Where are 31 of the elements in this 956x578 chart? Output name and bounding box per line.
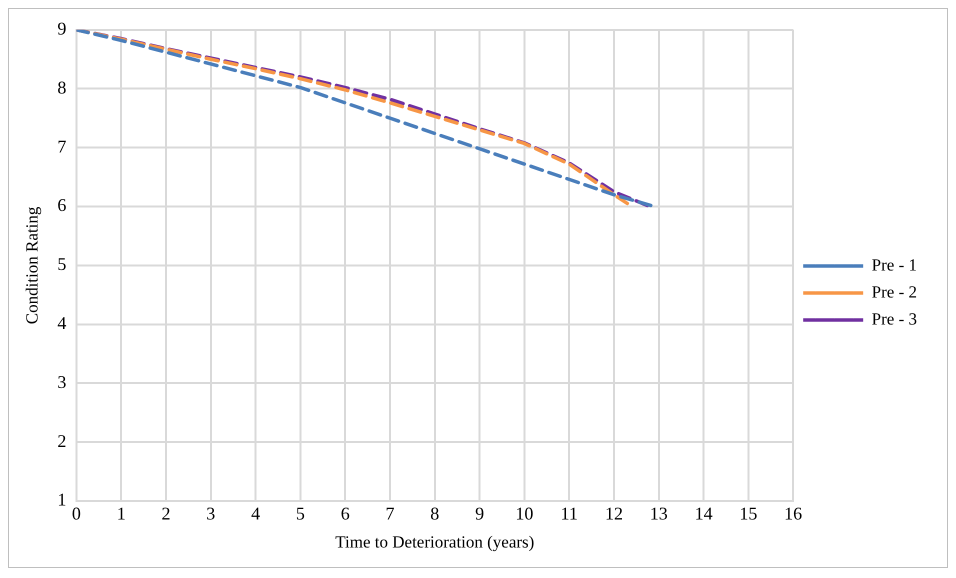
x-tick-label: 3 — [206, 504, 216, 524]
x-tick-label: 4 — [251, 504, 260, 524]
x-tick-label: 11 — [560, 504, 578, 524]
y-tick-label: 2 — [57, 430, 66, 451]
x-tick-label: 0 — [72, 504, 81, 524]
x-tick-label: 8 — [430, 504, 440, 524]
x-tick-label: 2 — [161, 504, 170, 524]
x-tick-label: 7 — [385, 504, 394, 524]
x-tick-label: 15 — [739, 504, 758, 524]
y-tick-label: 1 — [57, 490, 66, 510]
x-tick-label: 5 — [296, 504, 305, 524]
legend-label: Pre - 1 — [872, 255, 918, 274]
x-tick-label: 9 — [475, 504, 484, 524]
legend-label: Pre - 3 — [872, 309, 918, 328]
y-tick-label: 7 — [57, 136, 66, 156]
x-tick-label: 1 — [116, 504, 126, 524]
x-tick-label: 10 — [515, 504, 534, 524]
y-tick-label: 5 — [57, 254, 66, 274]
y-tick-label: 8 — [57, 77, 66, 98]
x-tick-label: 6 — [340, 504, 350, 524]
legend-label: Pre - 2 — [872, 282, 918, 302]
x-tick-label: 14 — [694, 504, 713, 524]
y-tick-label: 4 — [57, 313, 66, 334]
y-axis-title: Condition Rating — [22, 206, 42, 324]
x-axis-title: Time to Deterioration (years) — [335, 532, 534, 552]
x-tick-label: 12 — [604, 504, 623, 524]
y-tick-label: 9 — [57, 18, 66, 39]
x-tick-label: 13 — [650, 504, 668, 524]
y-tick-label: 6 — [57, 195, 66, 216]
y-tick-label: 3 — [57, 372, 66, 392]
x-tick-label: 16 — [784, 504, 802, 524]
